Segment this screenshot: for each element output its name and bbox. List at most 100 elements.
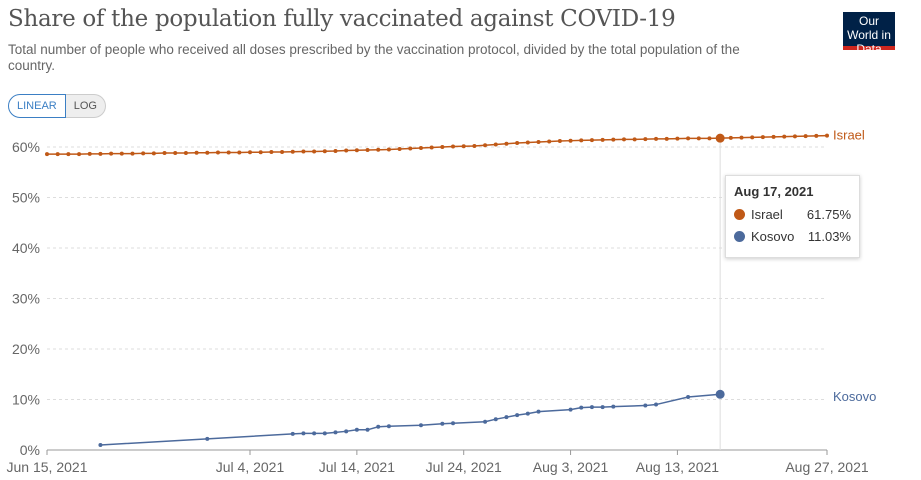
- data-point: [536, 409, 541, 414]
- data-point: [376, 424, 381, 429]
- data-point: [429, 145, 434, 150]
- data-point: [205, 436, 210, 441]
- y-tick-label: 40%: [12, 240, 40, 256]
- data-point: [643, 137, 648, 142]
- y-tick-label: 20%: [12, 341, 40, 357]
- data-point: [194, 150, 199, 155]
- data-point: [162, 151, 167, 156]
- y-tick-label: 10%: [12, 392, 40, 408]
- y-tick-label: 60%: [12, 139, 40, 155]
- data-point: [333, 430, 338, 435]
- data-point: [365, 148, 370, 153]
- data-point: [483, 419, 488, 424]
- data-point: [696, 136, 701, 141]
- tooltip: Aug 17, 2021 Israel 61.75% Kosovo 11.03%: [725, 175, 860, 258]
- data-point: [344, 148, 349, 153]
- tooltip-value: 11.03%: [807, 229, 851, 244]
- tooltip-date: Aug 17, 2021: [734, 184, 814, 199]
- data-point: [715, 133, 725, 143]
- data-point: [664, 136, 669, 141]
- data-point: [418, 146, 423, 151]
- data-point: [504, 415, 509, 420]
- data-point: [322, 431, 327, 436]
- data-point: [493, 417, 498, 422]
- data-point: [621, 137, 626, 142]
- data-point: [418, 423, 423, 428]
- data-point: [386, 424, 391, 429]
- data-point: [205, 150, 210, 155]
- data-point: [579, 138, 584, 143]
- data-point: [248, 150, 253, 155]
- data-point: [440, 421, 445, 426]
- data-point: [77, 152, 82, 157]
- x-tick-label: Jul 4, 2021: [216, 459, 285, 475]
- data-point: [55, 152, 60, 157]
- data-point: [611, 137, 616, 142]
- data-point: [525, 140, 530, 145]
- series-label: Israel: [833, 128, 865, 143]
- data-point: [483, 143, 488, 148]
- data-point: [344, 429, 349, 434]
- data-point: [760, 135, 765, 140]
- data-point: [461, 144, 466, 149]
- data-point: [611, 404, 616, 409]
- tooltip-row-kosovo: Kosovo 11.03%: [734, 229, 851, 244]
- data-point: [333, 149, 338, 154]
- data-point: [226, 150, 231, 155]
- data-point: [643, 403, 648, 408]
- linear-button[interactable]: LINEAR: [8, 94, 66, 118]
- x-tick-label: Aug 27, 2021: [785, 459, 869, 475]
- y-tick-label: 0%: [20, 442, 40, 458]
- data-point: [707, 136, 712, 141]
- scale-toggle: LINEAR LOG: [8, 94, 106, 118]
- data-point: [301, 149, 306, 154]
- data-point: [376, 147, 381, 152]
- data-point: [547, 139, 552, 144]
- log-button[interactable]: LOG: [65, 94, 106, 118]
- data-point: [440, 145, 445, 149]
- data-point: [290, 431, 295, 436]
- data-point: [109, 151, 114, 156]
- data-point: [675, 136, 680, 141]
- data-point: [290, 149, 295, 154]
- data-point: [782, 134, 787, 139]
- data-point: [654, 402, 659, 407]
- data-point: [269, 150, 274, 155]
- data-point: [312, 149, 317, 154]
- data-point: [151, 151, 156, 156]
- y-tick-label: 30%: [12, 291, 40, 307]
- data-point: [557, 138, 562, 143]
- data-point: [771, 134, 776, 139]
- data-point: [715, 389, 725, 399]
- data-point: [258, 150, 263, 155]
- data-point: [568, 407, 573, 412]
- data-point: [515, 140, 520, 145]
- chart-subtitle: Total number of people who received all …: [8, 42, 740, 73]
- data-point: [739, 135, 744, 140]
- data-point: [728, 135, 733, 140]
- data-point: [98, 151, 103, 156]
- data-point: [301, 431, 306, 436]
- data-point: [803, 134, 808, 139]
- data-point: [525, 411, 530, 416]
- x-tick-label: Jun 15, 2021: [7, 459, 88, 475]
- data-point: [654, 136, 659, 141]
- y-tick-label: 50%: [12, 190, 40, 206]
- data-point: [119, 151, 124, 156]
- owid-logo[interactable]: Our World in Data: [843, 12, 895, 56]
- data-point: [98, 442, 103, 447]
- data-point: [312, 431, 317, 436]
- data-point: [408, 146, 413, 151]
- data-point: [354, 148, 359, 153]
- israel-dot-icon: [734, 209, 745, 220]
- data-point: [66, 152, 71, 157]
- data-point: [87, 151, 92, 156]
- data-point: [215, 150, 220, 155]
- data-point: [322, 149, 327, 154]
- data-point: [515, 413, 520, 418]
- tooltip-value: 61.75%: [806, 207, 851, 222]
- data-point: [365, 427, 370, 432]
- data-point: [386, 147, 391, 152]
- data-point: [141, 151, 146, 156]
